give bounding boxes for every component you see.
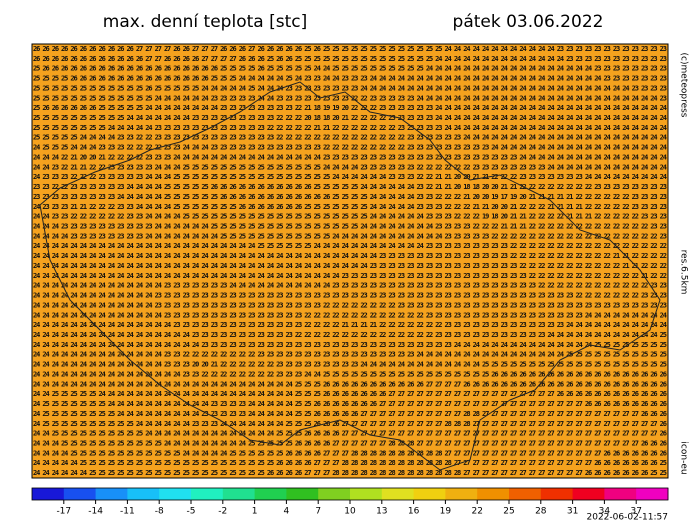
colorbar-segment bbox=[636, 488, 669, 500]
value-row: 24 24 24 24 24 24 24 24 24 24 24 24 24 2… bbox=[33, 341, 667, 349]
value-row: 24 25 25 25 25 25 25 25 25 24 24 24 24 2… bbox=[33, 410, 667, 418]
value-row: 24 24 24 24 24 24 24 24 24 24 24 24 24 2… bbox=[33, 331, 667, 339]
value-row: 24 24 24 24 24 24 25 25 25 25 25 25 25 2… bbox=[33, 469, 667, 477]
colorbar-segment bbox=[477, 488, 510, 500]
colorbar-segment bbox=[381, 488, 415, 500]
colorbar-tick-label: 10 bbox=[344, 507, 356, 517]
value-row: 25 25 25 25 26 26 26 26 26 26 26 26 26 2… bbox=[33, 75, 667, 83]
colorbar-tick-label: 16 bbox=[408, 507, 420, 517]
colorbar: -17 -14 -11 -8 -5 -2 1 4 7 10 13 16 19 22 25 28 31 34 37 bbox=[31, 487, 669, 517]
colorbar-tick-label: 31 bbox=[567, 507, 578, 517]
colorbar-segment bbox=[445, 488, 478, 500]
colorbar-segment bbox=[95, 488, 128, 500]
colorbar-tick-label: -2 bbox=[218, 507, 227, 517]
value-row: 24 24 24 24 24 24 24 24 24 24 24 24 24 2… bbox=[33, 252, 667, 260]
value-row: 24 24 24 24 24 24 24 24 24 24 24 24 24 2… bbox=[33, 311, 667, 319]
colorbar-segment bbox=[604, 488, 637, 500]
value-row: 25 25 25 25 25 25 25 25 24 24 24 24 24 2… bbox=[33, 124, 667, 132]
colorbar-segment bbox=[350, 488, 383, 500]
model-name: icon-eu bbox=[679, 441, 689, 474]
value-row: 24 24 24 24 24 24 24 24 24 24 24 24 24 2… bbox=[33, 321, 667, 329]
colorbar-segment bbox=[572, 488, 605, 500]
value-row: 24 24 24 24 24 24 24 24 24 24 24 24 24 2… bbox=[33, 282, 667, 290]
map-date: pátek 03.06.2022 bbox=[453, 12, 604, 32]
value-row: 24 23 23 23 22 22 22 23 23 23 23 23 24 2… bbox=[33, 173, 667, 181]
value-row: 24 24 24 25 25 25 25 25 25 25 25 25 25 2… bbox=[33, 439, 667, 447]
colorbar-segment bbox=[509, 488, 542, 500]
value-row: 26 26 26 26 26 26 26 26 26 26 26 27 27 2… bbox=[33, 45, 667, 53]
value-row: 25 26 26 26 26 26 26 26 26 26 26 26 26 2… bbox=[33, 65, 667, 73]
value-row: 24 24 24 22 21 20 20 21 22 22 22 22 23 2… bbox=[33, 153, 667, 161]
value-row: 25 25 25 25 25 25 25 25 25 25 25 25 25 2… bbox=[33, 94, 667, 102]
colorbar-segment bbox=[32, 488, 65, 500]
colorbar-segment bbox=[254, 488, 287, 500]
value-row: 24 24 24 24 24 24 24 24 24 24 24 24 24 2… bbox=[33, 301, 667, 309]
value-row: 24 24 24 24 24 24 24 24 24 24 24 24 24 2… bbox=[33, 272, 667, 280]
colorbar-segment bbox=[191, 488, 224, 500]
country-border bbox=[39, 81, 661, 471]
colorbar-segment bbox=[222, 488, 256, 500]
colorbar-segment bbox=[159, 488, 192, 500]
value-row: 24 24 24 24 24 24 24 24 24 24 24 24 24 2… bbox=[33, 380, 667, 388]
colorbar-segment bbox=[540, 488, 574, 500]
colorbar-tick-label: -8 bbox=[155, 507, 164, 517]
value-row: 24 24 24 24 24 24 24 24 24 24 24 24 24 2… bbox=[33, 370, 667, 378]
value-row: 24 23 23 23 21 21 22 22 22 23 23 24 24 2… bbox=[33, 203, 667, 211]
value-row: 26 26 26 26 26 26 26 26 26 26 26 26 27 2… bbox=[33, 55, 667, 63]
value-row: 24 25 25 25 25 25 25 25 24 24 24 24 24 2… bbox=[33, 400, 667, 408]
value-row: 24 24 24 23 23 23 23 23 23 23 23 23 23 2… bbox=[33, 222, 667, 230]
colorbar-tick-label: -17 bbox=[56, 507, 71, 517]
copyright: (c)meteopress bbox=[679, 53, 689, 118]
resolution: res.6.5km bbox=[679, 250, 689, 295]
colorbar-segment bbox=[286, 488, 319, 500]
value-row: 24 25 25 25 24 24 24 23 23 23 22 22 22 2… bbox=[33, 144, 667, 152]
value-row: 24 24 23 23 22 22 22 22 22 22 23 23 24 2… bbox=[33, 213, 667, 221]
colorbar-tick-label: 7 bbox=[315, 507, 321, 517]
colorbar-tick-label: -11 bbox=[120, 507, 135, 517]
colorbar-segment bbox=[318, 488, 351, 500]
colorbar-segment bbox=[413, 488, 446, 500]
value-row: 24 24 25 25 25 25 25 24 24 24 24 24 24 2… bbox=[33, 390, 667, 398]
value-row: 24 24 24 24 24 24 24 24 24 24 24 24 24 2… bbox=[33, 262, 667, 270]
colorbar-tick-label: 13 bbox=[376, 507, 387, 517]
colorbar-tick-label: 4 bbox=[284, 507, 290, 517]
colorbar-tick-label: 22 bbox=[471, 507, 482, 517]
value-grid: 26 26 26 26 26 26 26 26 26 26 26 27 27 2… bbox=[33, 45, 667, 477]
value-row: 25 25 25 25 25 25 25 25 25 25 24 24 24 2… bbox=[33, 114, 667, 122]
value-row: 24 24 24 24 24 25 25 25 25 25 25 25 25 2… bbox=[33, 459, 667, 467]
value-row: 23 23 22 22 23 23 23 23 23 23 24 24 24 2… bbox=[33, 183, 667, 191]
colorbar-tick-label: 1 bbox=[252, 507, 258, 517]
colorbar-tick-label: -14 bbox=[88, 507, 103, 517]
value-row: 24 24 24 24 24 24 24 24 24 24 24 24 24 2… bbox=[33, 292, 667, 300]
value-row: 24 25 25 25 25 25 25 25 25 25 25 24 24 2… bbox=[33, 420, 667, 428]
colorbar-tick-label: -5 bbox=[187, 507, 196, 517]
map-title: max. denní teplota [stc] bbox=[103, 12, 307, 32]
colorbar-tick-label: 28 bbox=[535, 507, 547, 517]
value-row: 24 24 24 24 23 23 23 23 23 23 23 23 24 2… bbox=[33, 232, 667, 240]
value-row: 24 24 24 24 24 24 24 24 24 24 24 24 24 2… bbox=[33, 242, 667, 250]
value-row: 23 23 23 23 23 23 23 23 23 24 24 24 24 2… bbox=[33, 193, 667, 201]
value-row: 25 26 26 26 26 26 26 25 25 25 25 25 24 2… bbox=[33, 104, 667, 112]
issued-time: 2022-06-02-11:57 bbox=[587, 513, 669, 523]
colorbar-tick-label: 34 bbox=[599, 507, 611, 517]
map-background bbox=[32, 44, 668, 478]
value-row: 24 24 24 24 25 25 25 25 25 25 25 25 25 2… bbox=[33, 449, 667, 457]
value-row: 25 25 25 25 25 25 25 25 25 25 25 25 26 2… bbox=[33, 84, 667, 92]
map-frame bbox=[31, 43, 669, 479]
colorbar-segment bbox=[127, 488, 160, 500]
colorbar-tick-label: 37 bbox=[630, 507, 641, 517]
value-row: 24 24 23 22 21 21 22 22 23 23 23 23 23 2… bbox=[33, 163, 667, 171]
colorbar-tick-label: 25 bbox=[503, 507, 514, 517]
value-row: 24 24 25 25 25 25 25 25 25 25 25 25 24 2… bbox=[33, 430, 667, 438]
colorbar-segment bbox=[63, 488, 97, 500]
value-row: 24 24 24 24 24 24 24 24 24 24 24 24 24 2… bbox=[33, 361, 667, 369]
colorbar-tick-label: 19 bbox=[440, 507, 452, 517]
value-row: 24 24 24 24 24 24 24 24 24 24 24 24 24 2… bbox=[33, 351, 667, 359]
value-row: 25 25 25 25 25 24 24 24 24 23 23 22 22 2… bbox=[33, 134, 667, 142]
